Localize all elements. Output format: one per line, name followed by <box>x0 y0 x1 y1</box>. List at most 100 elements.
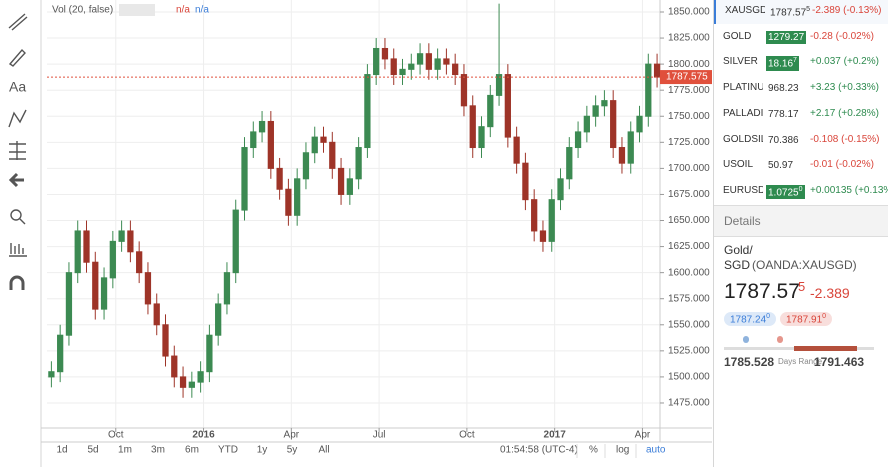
x-tick-label: Jul <box>373 430 386 441</box>
candle-body <box>311 136 318 154</box>
watchlist-row[interactable]: PALLADIUM 778.17 +2.17 (+0.28%) <box>714 103 888 127</box>
candle-body <box>355 147 362 180</box>
candle-body <box>171 355 178 378</box>
candle-body <box>381 47 389 60</box>
last-price-label: 1787.575 <box>666 72 708 83</box>
tool-brush[interactable] <box>8 48 26 67</box>
change: +0.037 (+0.2%) <box>810 56 879 68</box>
tool-magnet[interactable] <box>9 275 25 290</box>
candle-body <box>83 230 90 263</box>
instrument-name: Gold/ <box>724 243 753 257</box>
candle-body <box>513 136 520 164</box>
bid: 1787.240 <box>724 312 777 327</box>
price: 1.07250 <box>766 184 805 200</box>
watchlist-row[interactable]: GOLD 1279.27 -0.28 (-0.02%) <box>714 26 888 50</box>
watchlist-row[interactable]: PLATINUM 968.23 +3.23 (+0.33%) <box>714 77 888 101</box>
tool-pattern[interactable] <box>8 109 27 128</box>
details-change: -2.389 <box>810 285 850 301</box>
range-button[interactable]: 5y <box>287 445 298 456</box>
auto-button[interactable]: auto <box>646 445 666 456</box>
candle-body <box>250 131 257 149</box>
log-button[interactable]: log <box>616 445 629 456</box>
watchlist-row[interactable]: USOIL 50.97 -0.01 (-0.02%) <box>714 154 888 178</box>
candle-body <box>531 199 538 232</box>
candle-body <box>206 334 213 373</box>
candle-body <box>92 261 99 310</box>
range-button[interactable]: 1y <box>257 445 268 456</box>
tool-zoom-handle[interactable] <box>19 218 26 225</box>
symbol: XAUSGD <box>725 5 765 16</box>
range-button[interactable]: 1d <box>56 445 67 456</box>
candle-body <box>57 334 64 373</box>
range-button[interactable]: 1m <box>118 445 132 456</box>
tool-measure[interactable] <box>9 243 27 257</box>
tool-lines[interactable] <box>8 13 28 31</box>
candle-body <box>452 63 459 76</box>
candle-body <box>416 53 424 65</box>
legend-label: Vol (20, false) <box>52 5 113 16</box>
watchlist-row[interactable]: XAUSGD 1787.575 -2.389 (-0.13%) <box>714 0 888 24</box>
legend-value: n/a <box>176 5 190 16</box>
change: +0.00135 (+0.13%) <box>810 184 888 196</box>
x-tick-label: Oct <box>459 430 475 441</box>
y-tick-label: 1600.000 <box>668 267 710 278</box>
candle-body <box>487 94 494 128</box>
price-main: 50.97 <box>768 160 794 172</box>
price-main: 778.17 <box>768 108 799 120</box>
range-button[interactable]: 5d <box>87 445 98 456</box>
candle-body <box>302 152 310 180</box>
candle-body <box>197 371 204 383</box>
tool-fib[interactable] <box>9 141 26 160</box>
candle-body <box>337 167 345 195</box>
symbol: GOLDSILVER <box>723 133 763 145</box>
candle-body <box>329 141 336 169</box>
candle-body <box>627 131 634 164</box>
candle-body <box>443 58 450 65</box>
symbol: PALLADIUM <box>723 107 763 119</box>
details-header[interactable]: Details <box>724 214 761 228</box>
watchlist-row[interactable]: EURUSD 1.07250 +0.00135 (+0.13%) <box>714 180 888 204</box>
candle-body <box>127 230 134 253</box>
candle-body <box>153 303 160 326</box>
tool-arrow[interactable] <box>8 172 24 188</box>
details-header-bg <box>714 205 888 237</box>
tool-zoom[interactable] <box>10 209 22 221</box>
candle-body <box>425 53 432 70</box>
candle-body <box>478 126 485 149</box>
candle-body <box>434 58 441 70</box>
price-sup: 7 <box>793 57 797 65</box>
x-tick-label: Oct <box>108 430 124 441</box>
y-tick-label: 1500.000 <box>668 372 710 383</box>
candle-body <box>74 230 81 274</box>
candle-body <box>653 63 661 78</box>
price: 50.97 <box>766 159 795 172</box>
range-button[interactable]: All <box>318 445 329 456</box>
range-button[interactable]: YTD <box>218 445 238 456</box>
legend-buttons[interactable] <box>119 4 155 16</box>
range-button[interactable]: 6m <box>185 445 199 456</box>
candle-body <box>223 272 231 305</box>
ask-sup: 0 <box>822 313 827 320</box>
price-main: 1.0725 <box>768 187 799 199</box>
x-tick-label: 2016 <box>192 430 215 441</box>
tool-text[interactable]: Aa <box>9 79 26 95</box>
percent-button[interactable]: % <box>589 445 598 456</box>
candle-body <box>399 68 406 76</box>
candle-body <box>364 74 371 149</box>
watchlist-row[interactable]: GOLDSILVER 70.386 -0.108 (-0.15%) <box>714 129 888 153</box>
bid-sup: 0 <box>766 313 771 320</box>
candle-body <box>583 115 590 133</box>
chart-bg <box>0 0 712 467</box>
y-tick-label: 1825.000 <box>668 33 710 44</box>
range-button[interactable]: 3m <box>151 445 165 456</box>
candle-body <box>179 376 187 388</box>
watchlist-row[interactable]: SILVER 18.167 +0.037 (+0.2%) <box>714 51 888 75</box>
price: 778.17 <box>766 108 801 121</box>
symbol: GOLD <box>723 30 752 42</box>
y-tick-label: 1750.000 <box>668 111 710 122</box>
candle-body <box>548 199 555 242</box>
drawing-tools[interactable]: Aa <box>8 13 28 290</box>
y-tick-label: 1675.000 <box>668 189 710 200</box>
candle-body <box>566 147 573 180</box>
candle-body <box>241 147 248 211</box>
